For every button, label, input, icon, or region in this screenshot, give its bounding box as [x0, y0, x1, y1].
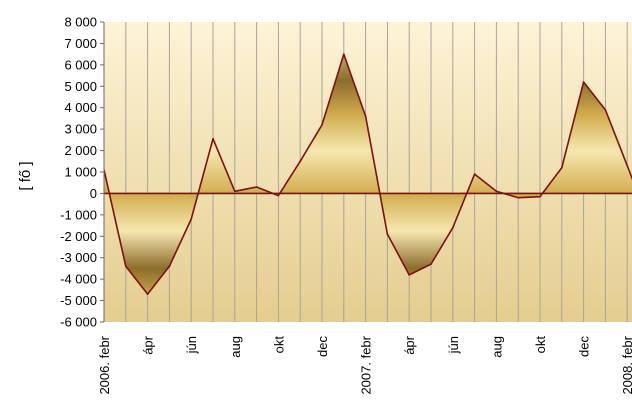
y-tick-label: 7 000: [64, 36, 97, 51]
y-tick-label: 3 000: [64, 122, 97, 137]
data-point: [495, 190, 498, 193]
y-tick-label: -5 000: [60, 293, 97, 308]
area-series: [104, 53, 632, 295]
data-point: [125, 265, 127, 268]
y-tick-label: -3 000: [60, 250, 97, 265]
data-point: [408, 274, 411, 276]
x-tick-label: 2006. febr: [97, 335, 112, 394]
data-point: [343, 53, 345, 55]
data-point: [321, 124, 323, 126]
x-tick-label: 2007. febr: [359, 335, 374, 394]
data-point: [452, 226, 454, 229]
data-point: [626, 164, 628, 167]
x-tick-label: aug: [228, 336, 243, 358]
data-point: [299, 160, 302, 163]
y-tick-labels: 8 000 7 000 6 000 5 000 4 000 3 000 2 000 1 000…: [60, 15, 97, 330]
data-point: [539, 195, 541, 198]
data-point: [386, 233, 389, 235]
x-tick-label: jún: [446, 336, 461, 354]
y-tick-label: 5 000: [64, 79, 97, 94]
data-point: [190, 218, 192, 220]
series-line: [104, 53, 632, 295]
data-point: [473, 173, 476, 175]
data-point: [255, 186, 258, 188]
x-tick-label: jún: [184, 336, 199, 354]
y-tick-label: -1 000: [60, 207, 97, 222]
data-point: [168, 265, 171, 268]
data-point: [430, 263, 432, 265]
y-tick-label: 1 000: [64, 165, 97, 180]
y-axis-title: [ fő ]: [17, 161, 34, 190]
y-tick-label: 8 000: [64, 15, 97, 30]
x-tick-label: dec: [577, 336, 592, 357]
x-tick-label: dec: [315, 336, 330, 357]
y-axis: [100, 21, 105, 323]
x-tick-label: okt: [533, 336, 548, 354]
y-tick-label: 0: [90, 186, 97, 201]
data-point: [561, 166, 563, 169]
x-tick-label: aug: [489, 336, 504, 358]
data-point: [364, 115, 367, 118]
data-point: [582, 81, 585, 83]
positive-area: [104, 54, 632, 194]
y-tick-label: 4 000: [64, 100, 97, 115]
y-tick-label: -4 000: [60, 272, 97, 287]
data-point: [234, 190, 236, 193]
y-tick-label: -2 000: [60, 229, 97, 244]
data-point: [212, 137, 214, 140]
x-tick-labels: 2006. febr ápr jún aug okt dec 2007. febr ápr jú…: [97, 335, 632, 394]
y-tick-label: 2 000: [64, 143, 97, 158]
x-tick-label: 2008. febr: [620, 335, 632, 394]
x-tick-label: ápr: [141, 335, 156, 354]
negative-area: [109, 194, 542, 295]
data-point: [517, 196, 519, 199]
x-tick-label: ápr: [402, 335, 417, 354]
x-tick-label: okt: [271, 336, 286, 354]
y-tick-label: -6 000: [60, 315, 97, 330]
data-point: [277, 194, 280, 197]
y-tick-label: 6 000: [64, 57, 97, 72]
data-point: [604, 109, 607, 111]
data-point: [146, 293, 149, 295]
